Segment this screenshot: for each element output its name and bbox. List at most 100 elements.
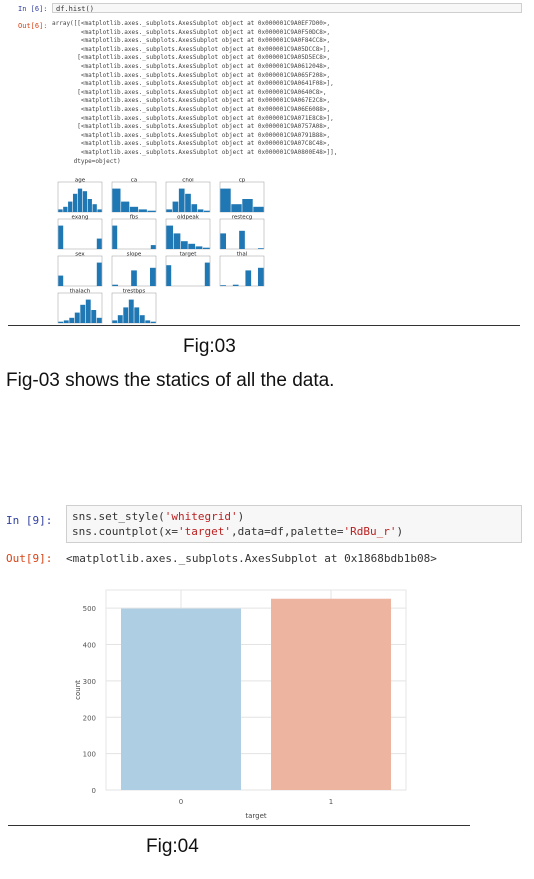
output-line: dtype=object) bbox=[52, 157, 121, 165]
code-str-whitegrid: 'whitegrid' bbox=[164, 510, 238, 523]
output-line: <matplotlib.axes._subplots.AxesSubplot o… bbox=[52, 71, 331, 79]
hist-subplot-fbs: fbs bbox=[111, 215, 157, 250]
x-axis-label: target bbox=[245, 812, 267, 820]
fig03-caption: Fig:03 bbox=[183, 336, 236, 357]
y-tick-label: 0 bbox=[92, 787, 96, 795]
hist-bar bbox=[58, 321, 64, 323]
hist-bar bbox=[58, 275, 64, 286]
hist-bar bbox=[150, 321, 156, 323]
hist-bar bbox=[204, 262, 210, 286]
output-line: <matplotlib.axes._subplots.AxesSubplot o… bbox=[52, 114, 334, 122]
hist-bar bbox=[112, 225, 118, 249]
hist-bar bbox=[134, 307, 140, 323]
hist-bar bbox=[72, 193, 78, 212]
hist-bar bbox=[191, 204, 198, 212]
hist-bar bbox=[185, 193, 191, 212]
hist-bar bbox=[138, 209, 147, 212]
hist-bar bbox=[253, 206, 264, 212]
hist-bar bbox=[68, 201, 73, 212]
hist-subplot-age: age bbox=[57, 178, 103, 213]
code-fn-countplot: sns.countplot(x= bbox=[72, 525, 178, 538]
hist-bar bbox=[96, 238, 102, 249]
hist-subplot-thal: thal bbox=[219, 252, 265, 287]
hist-subplot-title: thalach bbox=[70, 289, 91, 295]
count-bar-0 bbox=[121, 608, 241, 790]
y-tick-label: 100 bbox=[83, 751, 96, 759]
hist-bar bbox=[63, 320, 69, 323]
hist-subplot-sex: sex bbox=[57, 252, 103, 287]
hist-bar bbox=[220, 233, 226, 249]
fig04-caption: Fig:04 bbox=[146, 836, 199, 857]
hist-subplot-title: exang bbox=[72, 215, 89, 221]
output-line: <matplotlib.axes._subplots.AxesSubplot o… bbox=[52, 105, 331, 113]
hist-bar bbox=[117, 315, 123, 323]
hist-bar bbox=[63, 206, 68, 212]
hist-bar bbox=[121, 201, 130, 212]
code-close-paren-2: ) bbox=[396, 525, 404, 538]
hist-subplot-trestbps: trestbps bbox=[111, 289, 157, 324]
output-line: <matplotlib.axes._subplots.AxesSubplot o… bbox=[52, 45, 331, 53]
hist-bar bbox=[139, 315, 145, 323]
hist-bar bbox=[239, 230, 245, 249]
code-cell-countplot[interactable]: sns.set_style('whitegrid') sns.countplot… bbox=[66, 505, 522, 543]
hist-bar bbox=[87, 199, 92, 212]
out-prompt-6: Out[6]: bbox=[18, 22, 48, 30]
hist-bar bbox=[128, 299, 134, 323]
output-line: <matplotlib.axes._subplots.AxesSubplot o… bbox=[52, 80, 334, 88]
hist-bar bbox=[204, 210, 210, 212]
histogram-grid: age ca chol cp exang fbs oldpeak restecg sex slop… bbox=[57, 178, 265, 324]
hist-bar bbox=[258, 248, 264, 249]
output-line: <matplotlib.axes._subplots.AxesSubplot o… bbox=[52, 148, 338, 156]
hist-subplot-title: oldpeak bbox=[177, 215, 200, 221]
hist-bar bbox=[173, 233, 181, 249]
hist-bar bbox=[195, 246, 203, 249]
y-tick-label: 300 bbox=[83, 678, 96, 686]
hist-subplot-restecg: restecg bbox=[219, 215, 265, 250]
hist-subplot-slope: slope bbox=[111, 252, 157, 287]
hist-bar bbox=[96, 262, 102, 286]
hist-subplot-title: age bbox=[75, 178, 86, 184]
hist-bar bbox=[82, 191, 88, 212]
hist-bar bbox=[258, 267, 264, 286]
hist-bar bbox=[166, 225, 174, 249]
hist-bar bbox=[150, 245, 156, 249]
hist-bar bbox=[112, 188, 121, 212]
hist-bar bbox=[150, 267, 156, 286]
in-prompt-9: In [9]: bbox=[6, 514, 53, 527]
hist-bar bbox=[145, 320, 151, 323]
output-line: <matplotlib.axes._subplots.AxesSubplot o… bbox=[52, 140, 331, 148]
hist-subplot-title: cp bbox=[239, 178, 246, 184]
hist-bar bbox=[58, 209, 63, 212]
hist-subplot-chol: chol bbox=[165, 178, 211, 213]
hist-subplot-target: target bbox=[165, 252, 211, 287]
in-prompt-6: In [6]: bbox=[18, 5, 48, 13]
fig03-description: Fig-03 shows the statics of all the data… bbox=[6, 370, 335, 391]
hist-bar bbox=[69, 317, 75, 323]
output-line: <matplotlib.axes._subplots.AxesSubplot o… bbox=[52, 37, 331, 45]
hist-bar bbox=[180, 241, 188, 249]
hist-bar bbox=[245, 270, 252, 286]
hist-subplot-cp: cp bbox=[219, 178, 265, 213]
y-tick-label: 200 bbox=[83, 714, 96, 722]
separator-fig03 bbox=[8, 325, 520, 326]
output-line: <matplotlib.axes._subplots.AxesSubplot o… bbox=[52, 62, 331, 70]
hist-bar bbox=[172, 201, 179, 212]
y-tick-label: 400 bbox=[83, 642, 96, 650]
hist-subplot-title: slope bbox=[127, 252, 142, 258]
hist-subplot-title: restecg bbox=[232, 215, 252, 221]
hist-bar bbox=[123, 307, 129, 323]
code-cell-df-hist[interactable]: df.hist() bbox=[52, 3, 522, 13]
hist-bar bbox=[58, 225, 64, 249]
hist-bar bbox=[85, 299, 91, 323]
y-tick-label: 500 bbox=[83, 605, 96, 613]
countplot-chart: 0 100 200 300 400 500 0 1 target count bbox=[74, 589, 407, 820]
hist-bar bbox=[112, 284, 118, 286]
hist-bar bbox=[231, 204, 242, 212]
hist-bar bbox=[80, 304, 86, 323]
output-line: <matplotlib.axes._subplots.AxesSubplot o… bbox=[52, 28, 331, 36]
output-line: [<matplotlib.axes._subplots.AxesSubplot … bbox=[52, 88, 327, 96]
hist-bar bbox=[74, 312, 80, 323]
hist-subplot-title: target bbox=[180, 252, 198, 258]
hist-bar bbox=[232, 284, 239, 286]
hist-output-array: array([[<matplotlib.axes._subplots.AxesS… bbox=[52, 20, 337, 166]
